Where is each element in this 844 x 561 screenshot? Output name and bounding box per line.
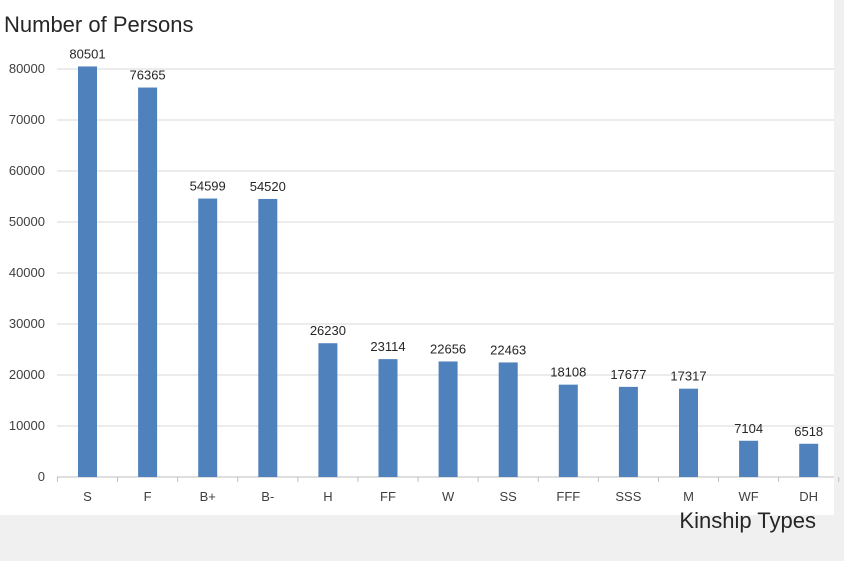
- y-tick-label: 0: [38, 469, 45, 484]
- y-tick-label: 80000: [9, 61, 45, 76]
- y-tick-label: 60000: [9, 163, 45, 178]
- y-tick-label: 20000: [9, 367, 45, 382]
- data-label: 26230: [310, 323, 346, 338]
- data-label: 54520: [250, 179, 286, 194]
- x-tick-label: DH: [799, 489, 818, 504]
- x-tick-label: B+: [200, 489, 216, 504]
- y-tick-label: 30000: [9, 316, 45, 331]
- y-tick-label: 70000: [9, 112, 45, 127]
- x-tick-label: B-: [261, 489, 274, 504]
- data-label: 7104: [734, 421, 763, 436]
- y-tick-label: 10000: [9, 418, 45, 433]
- data-label: 80501: [69, 46, 105, 61]
- bar: [498, 362, 518, 477]
- bar: [258, 198, 278, 477]
- data-label: 17317: [670, 369, 706, 384]
- bar: [799, 443, 819, 477]
- x-tick-label: SSS: [615, 489, 641, 504]
- data-label: 23114: [370, 339, 405, 354]
- bar: [618, 386, 638, 477]
- x-tick-label: M: [683, 489, 694, 504]
- x-tick-label: FF: [380, 489, 396, 504]
- x-tick-label: FFF: [556, 489, 580, 504]
- data-label: 22656: [430, 341, 466, 356]
- bar: [138, 87, 158, 477]
- data-label: 18108: [550, 365, 586, 380]
- bar: [558, 384, 578, 477]
- data-label: 6518: [794, 424, 823, 439]
- x-tick-label: SS: [500, 489, 518, 504]
- bar: [679, 388, 698, 477]
- y-tick-label: 40000: [9, 265, 45, 280]
- data-label: 22463: [490, 342, 526, 357]
- x-axis-title: Kinship Types: [679, 508, 816, 533]
- bar: [378, 359, 398, 477]
- bar: [318, 343, 338, 477]
- x-tick-label: H: [323, 489, 332, 504]
- bar: [739, 440, 759, 477]
- x-tick-label: W: [442, 489, 455, 504]
- bar: [198, 198, 218, 477]
- bar: [78, 66, 97, 478]
- data-label: 54599: [190, 179, 226, 194]
- data-label: 17677: [610, 367, 646, 382]
- chart-title: Number of Persons: [4, 12, 194, 37]
- data-label: 76365: [130, 68, 166, 83]
- x-tick-label: F: [144, 489, 152, 504]
- x-tick-label: S: [83, 489, 92, 504]
- bar: [438, 361, 458, 477]
- y-tick-label: 50000: [9, 214, 45, 229]
- x-tick-label: WF: [738, 489, 758, 504]
